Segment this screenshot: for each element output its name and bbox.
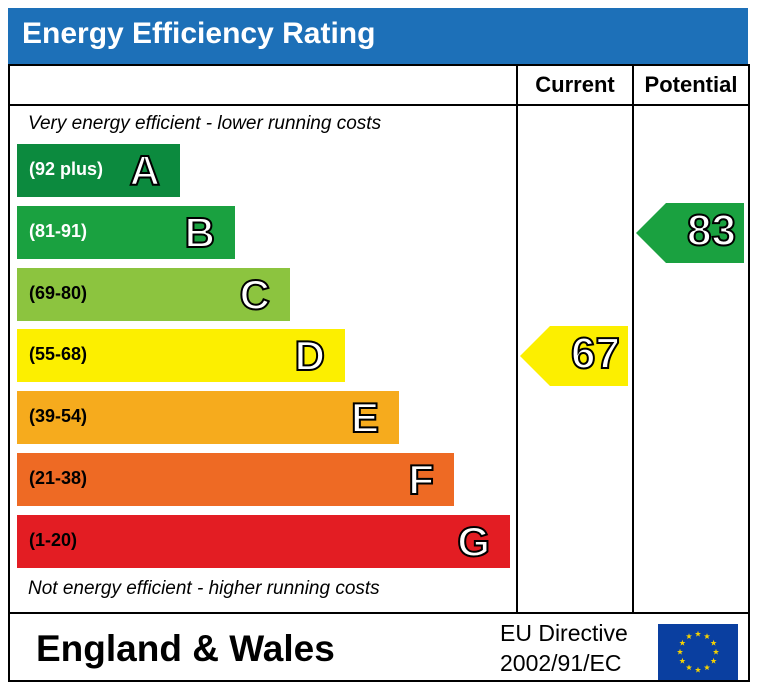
potential-rating-value: 83 bbox=[686, 205, 737, 256]
flag-star bbox=[710, 639, 717, 646]
band-letter: F bbox=[407, 455, 435, 504]
eu-flag-icon bbox=[658, 624, 738, 680]
band-letter: A bbox=[129, 146, 161, 195]
band-range-label: (92 plus) bbox=[29, 159, 104, 179]
band-f: (21-38) F bbox=[17, 453, 454, 506]
band-range-label: (81-91) bbox=[29, 220, 88, 241]
band-range-label: (69-80) bbox=[29, 282, 88, 303]
flag-star bbox=[710, 657, 717, 664]
band-range-label: (55-68) bbox=[29, 344, 88, 365]
potential-arrow-shape bbox=[636, 202, 744, 263]
band-letter: G bbox=[456, 517, 491, 566]
band-b: (81-91) B bbox=[17, 205, 235, 259]
rating-panel: Current Potential Very energy efficient … bbox=[8, 64, 750, 682]
band-d: (55-68) D bbox=[17, 329, 345, 383]
band-g: (1-20) G bbox=[17, 514, 510, 568]
band-range-label: (39-54) bbox=[29, 406, 88, 427]
flag-star bbox=[694, 630, 702, 637]
current-arrow-shape bbox=[520, 326, 628, 387]
top-note: Very energy efficient - lower running co… bbox=[28, 113, 382, 134]
current-column-divider bbox=[516, 66, 518, 612]
footer-rule bbox=[10, 612, 748, 614]
band-a: (92 plus) A bbox=[17, 144, 180, 197]
current-column-header: Current bbox=[535, 72, 615, 97]
band-letter: D bbox=[294, 331, 326, 380]
potential-column-header: Potential bbox=[644, 72, 738, 97]
chart-title: Energy Efficiency Rating bbox=[22, 17, 376, 50]
flag-star bbox=[679, 639, 686, 646]
potential-column-divider bbox=[632, 66, 634, 612]
flag-star bbox=[703, 633, 711, 639]
band-range-label: (1-20) bbox=[29, 529, 78, 550]
header-rule bbox=[10, 104, 748, 106]
flag-star bbox=[685, 664, 693, 671]
band-letter: E bbox=[350, 393, 380, 442]
flag-star bbox=[694, 666, 702, 673]
energy-rating-chart: Energy Efficiency Rating Current Potenti… bbox=[8, 8, 750, 682]
region-label: England & Wales bbox=[36, 628, 335, 669]
current-rating-value: 67 bbox=[570, 328, 621, 379]
flag-star bbox=[712, 648, 720, 655]
band-range-label: (21-38) bbox=[29, 468, 88, 488]
flag-star bbox=[676, 648, 684, 655]
flag-star bbox=[703, 664, 711, 671]
potential-rating-arrow: 83 bbox=[636, 202, 744, 263]
directive-line-2: 2002/91/EC bbox=[500, 650, 622, 676]
footer: England & Wales EU Directive 2002/91/EC bbox=[10, 614, 748, 680]
band-e: (39-54) E bbox=[17, 391, 399, 445]
current-rating-arrow: 67 bbox=[520, 326, 628, 387]
directive-line-1: EU Directive bbox=[500, 620, 628, 646]
band-c: (69-80) C bbox=[17, 267, 290, 321]
band-letter: B bbox=[184, 208, 216, 257]
flag-star bbox=[679, 657, 686, 664]
flag-star bbox=[685, 633, 693, 639]
band-letter: C bbox=[239, 270, 271, 319]
title-bar: Energy Efficiency Rating bbox=[8, 8, 748, 64]
bottom-note: Not energy efficient - higher running co… bbox=[28, 578, 380, 599]
